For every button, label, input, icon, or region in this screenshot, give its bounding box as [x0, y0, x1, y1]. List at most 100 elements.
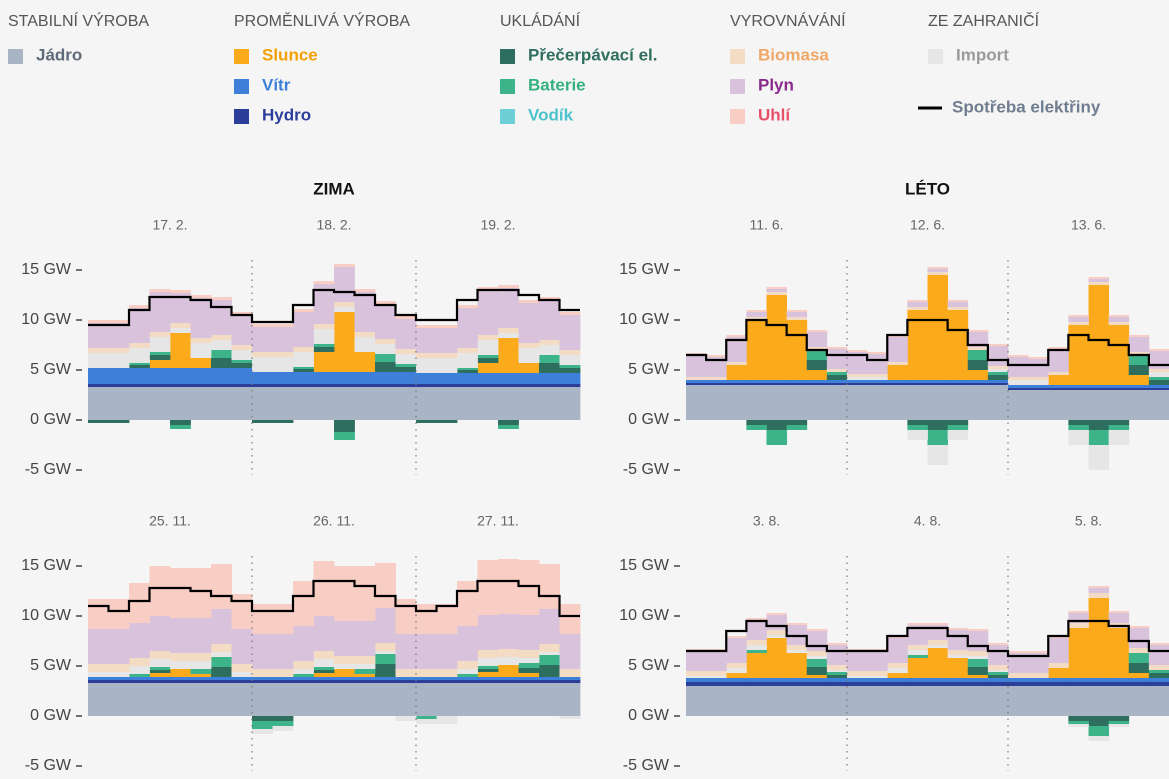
area-step	[334, 566, 355, 621]
area-step	[1108, 721, 1130, 724]
area-step	[947, 655, 969, 658]
area-step	[272, 721, 294, 726]
chart-title: ZIMA	[313, 179, 355, 198]
area-step	[706, 357, 727, 377]
area-step	[354, 664, 376, 669]
area-step	[211, 358, 232, 368]
area-step	[293, 367, 314, 369]
area-step	[272, 420, 294, 423]
area-step	[272, 384, 294, 387]
area-step	[766, 686, 788, 716]
area-step	[907, 686, 928, 716]
area-step	[1088, 726, 1110, 736]
area-step	[334, 683, 355, 716]
area-step	[826, 347, 848, 349]
area-step	[436, 683, 458, 716]
area-step	[477, 358, 499, 363]
area-step	[1128, 686, 1150, 716]
area-step	[518, 668, 540, 673]
area-step	[231, 629, 253, 664]
area-step	[272, 683, 294, 716]
area-step	[395, 349, 417, 354]
area-step	[847, 350, 868, 352]
area-step	[847, 380, 868, 383]
area-step	[108, 387, 130, 420]
area-step	[1068, 315, 1089, 317]
area-step	[293, 626, 314, 661]
area-step	[354, 289, 376, 292]
area-step	[108, 384, 130, 387]
area-step	[436, 384, 458, 387]
area-step	[927, 383, 949, 385]
area-step	[375, 372, 396, 384]
y-tick-label: -5 GW	[623, 461, 670, 478]
area-step	[354, 621, 376, 656]
day-label: 4. 8.	[914, 513, 941, 529]
area-step	[1028, 380, 1049, 385]
area-step	[706, 385, 727, 420]
area-step	[786, 320, 808, 380]
area-step	[211, 657, 232, 667]
legend-label: Plyn	[758, 75, 794, 94]
area-step	[416, 680, 437, 683]
area-step	[190, 618, 212, 653]
legend-swatch	[234, 79, 249, 94]
area-step	[88, 368, 109, 384]
area-step	[518, 348, 540, 363]
area-step	[907, 425, 928, 430]
area-step	[129, 365, 150, 368]
area-step	[129, 677, 150, 680]
area-step	[1068, 678, 1089, 682]
area-step	[847, 374, 868, 377]
area-step	[1108, 628, 1130, 678]
legend-swatch	[234, 49, 249, 64]
area-step	[518, 663, 540, 668]
area-step	[1068, 385, 1089, 388]
area-step	[887, 362, 908, 365]
area-step	[129, 368, 150, 384]
area-step	[826, 686, 848, 716]
area-step	[129, 583, 150, 623]
area-step	[190, 387, 212, 420]
area-step	[457, 680, 478, 683]
y-tick-label: 0 GW	[628, 411, 670, 428]
area-step	[887, 337, 908, 362]
area-step	[129, 683, 150, 716]
area-step	[149, 651, 171, 659]
area-step	[847, 671, 868, 676]
day-label: 19. 2.	[480, 217, 515, 233]
area-step	[927, 640, 949, 645]
area-step	[395, 319, 417, 349]
area-step	[706, 686, 727, 716]
area-step	[477, 387, 499, 420]
area-step	[1148, 645, 1169, 665]
day-label: 27. 11.	[477, 513, 519, 529]
area-step	[1028, 678, 1049, 682]
area-step	[786, 686, 808, 716]
area-step	[190, 653, 212, 661]
area-step	[313, 683, 335, 716]
area-step	[334, 307, 355, 312]
area-step	[293, 387, 314, 420]
area-step	[1128, 365, 1150, 375]
legend-group-title: ZE ZAHRANIČÍ	[928, 11, 1040, 30]
area-step	[149, 387, 171, 420]
area-step	[806, 682, 828, 686]
area-step	[211, 340, 232, 350]
area-step	[129, 348, 150, 363]
area-step	[231, 312, 253, 315]
area-step	[170, 425, 191, 429]
area-step	[1028, 388, 1049, 390]
legend-label: Vítr	[262, 75, 291, 94]
area-step	[149, 670, 171, 673]
area-step	[231, 384, 253, 387]
area-step	[231, 680, 253, 683]
area-step	[1048, 682, 1069, 686]
area-step	[170, 653, 191, 661]
area-step	[1008, 651, 1029, 653]
area-step	[539, 564, 560, 609]
area-step	[1068, 420, 1089, 425]
area-step	[826, 682, 848, 686]
area-step	[539, 655, 560, 665]
area-step	[313, 561, 335, 616]
